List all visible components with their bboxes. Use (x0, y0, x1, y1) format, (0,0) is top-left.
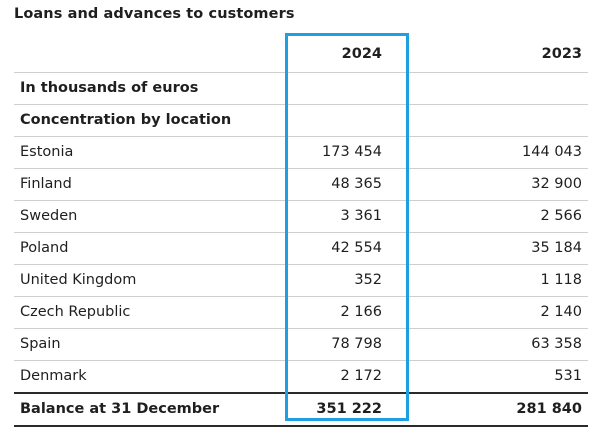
total-label: Balance at 31 December (20, 401, 220, 417)
table-row: Spain 78 798 63 358 (14, 329, 588, 361)
row-label: United Kingdom (20, 272, 137, 288)
table-title: Loans and advances to customers (14, 6, 295, 22)
unit-label: In thousands of euros (20, 80, 199, 96)
row-label: Estonia (20, 144, 74, 160)
value-2024: 2 172 (340, 368, 382, 384)
row-label: Finland (20, 176, 72, 192)
total-2024: 351 222 (316, 401, 382, 417)
row-label: Denmark (20, 368, 87, 384)
value-2024: 78 798 (331, 336, 382, 352)
value-2024: 352 (354, 272, 382, 288)
section-label: Concentration by location (20, 112, 232, 128)
value-2023: 35 184 (531, 240, 582, 256)
table-row: Czech Republic 2 166 2 140 (14, 297, 588, 329)
value-2023: 1 118 (540, 272, 582, 288)
value-2023: 531 (554, 368, 582, 384)
table-row: Sweden 3 361 2 566 (14, 201, 588, 233)
loans-table: 2024 2023 In thousands of euros Concentr… (14, 36, 588, 427)
column-header-2023: 2023 (541, 46, 582, 62)
row-label: Spain (20, 336, 61, 352)
value-2023: 144 043 (522, 144, 582, 160)
total-2023: 281 840 (516, 401, 582, 417)
value-2023: 2 140 (540, 304, 582, 320)
value-2023: 63 358 (531, 336, 582, 352)
table-row: United Kingdom 352 1 118 (14, 265, 588, 297)
value-2023: 2 566 (540, 208, 582, 224)
value-2023: 32 900 (531, 176, 582, 192)
row-label: Czech Republic (20, 304, 131, 320)
table-row: Finland 48 365 32 900 (14, 169, 588, 201)
row-label: Poland (20, 240, 69, 256)
value-2024: 48 365 (331, 176, 382, 192)
unit-row: In thousands of euros (14, 73, 588, 105)
total-row: Balance at 31 December 351 222 281 840 (14, 392, 588, 427)
row-label: Sweden (20, 208, 78, 224)
section-row: Concentration by location (14, 105, 588, 137)
value-2024: 42 554 (331, 240, 382, 256)
value-2024: 2 166 (340, 304, 382, 320)
header-row: 2024 2023 (14, 36, 588, 73)
value-2024: 3 361 (340, 208, 382, 224)
column-header-2024: 2024 (341, 46, 382, 62)
table-row: Denmark 2 172 531 (14, 361, 588, 392)
value-2024: 173 454 (322, 144, 382, 160)
table-row: Poland 42 554 35 184 (14, 233, 588, 265)
table-row: Estonia 173 454 144 043 (14, 137, 588, 169)
